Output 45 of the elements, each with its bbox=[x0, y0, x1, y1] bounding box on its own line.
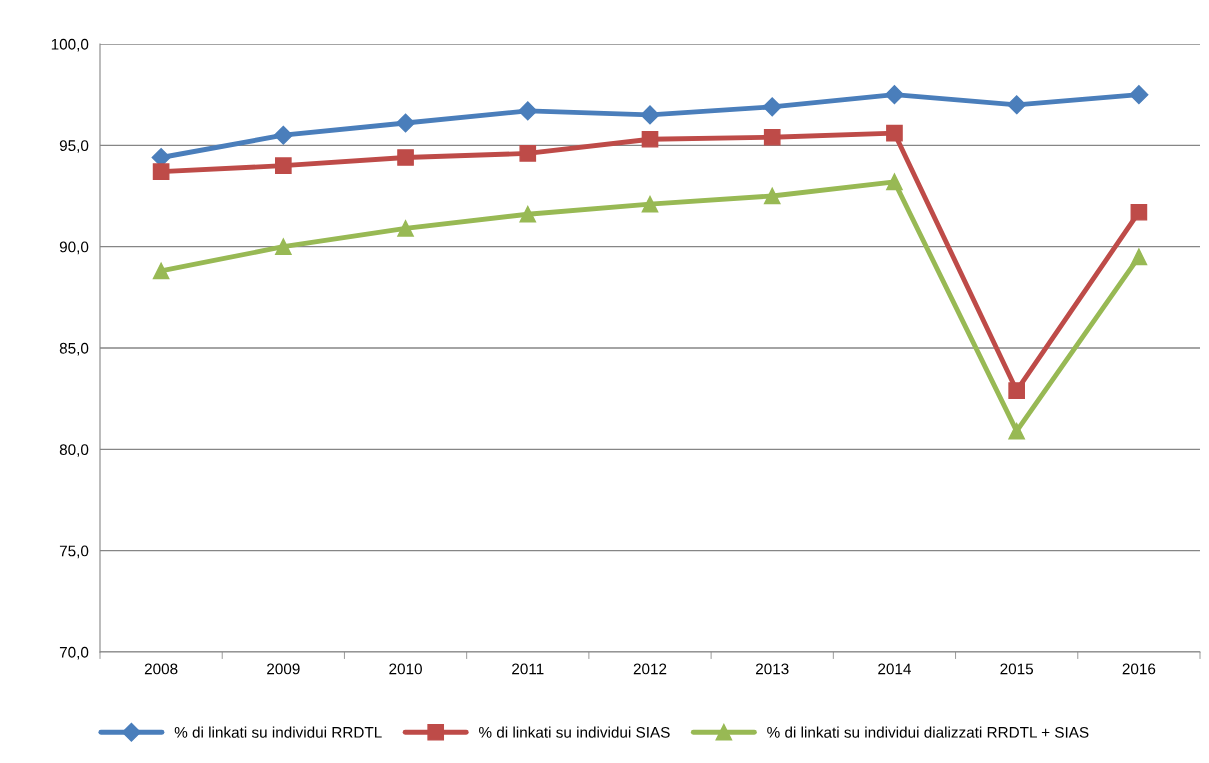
y-tick-label: 85,0 bbox=[59, 342, 89, 356]
point bbox=[519, 205, 537, 223]
point bbox=[519, 145, 537, 162]
y-tick-label: 75,0 bbox=[59, 545, 89, 559]
y-tick-label: 95,0 bbox=[59, 140, 89, 153]
point bbox=[641, 195, 659, 213]
point bbox=[763, 187, 781, 205]
point bbox=[396, 113, 416, 133]
point bbox=[641, 130, 659, 148]
point bbox=[1008, 382, 1026, 399]
point bbox=[397, 149, 414, 166]
point bbox=[1008, 422, 1026, 440]
point bbox=[1130, 248, 1148, 266]
point bbox=[1007, 95, 1027, 115]
point bbox=[886, 124, 903, 142]
point bbox=[763, 128, 781, 146]
point bbox=[640, 105, 660, 125]
point bbox=[762, 97, 782, 117]
y-tick-label: 80,0 bbox=[59, 444, 89, 457]
point bbox=[1130, 203, 1148, 221]
point bbox=[1129, 85, 1149, 105]
point bbox=[884, 85, 904, 105]
point bbox=[886, 173, 903, 191]
x-tick-label: 2013 bbox=[756, 663, 789, 675]
x-tick-label: 2012 bbox=[633, 663, 667, 675]
x-tick-label: 2011 bbox=[512, 663, 544, 675]
x-tick-label: 2015 bbox=[1000, 663, 1034, 675]
x-tick-label: 2008 bbox=[144, 663, 178, 675]
point bbox=[274, 157, 292, 174]
point bbox=[518, 101, 538, 121]
legend-label: % di linkati su individui SIAS bbox=[479, 726, 670, 738]
point bbox=[274, 238, 292, 256]
x-tick-label: 2016 bbox=[1122, 663, 1156, 675]
x-tick-label: 2014 bbox=[878, 663, 911, 675]
y-tick-label: 100,0 bbox=[51, 38, 89, 52]
point bbox=[273, 125, 293, 145]
x-tick-label: 2010 bbox=[389, 663, 422, 675]
point bbox=[152, 163, 170, 181]
point bbox=[152, 262, 170, 280]
point bbox=[397, 220, 414, 237]
y-tick-label: 90,0 bbox=[59, 241, 89, 255]
x-tick-label: 2009 bbox=[267, 663, 300, 675]
legend-label: % di linkati su individui RRDTL bbox=[174, 726, 382, 738]
y-tick-label: 70,0 bbox=[59, 646, 89, 660]
legend-label: % di linkati su individui dializzati RRDTL + SIAS bbox=[767, 726, 1089, 738]
